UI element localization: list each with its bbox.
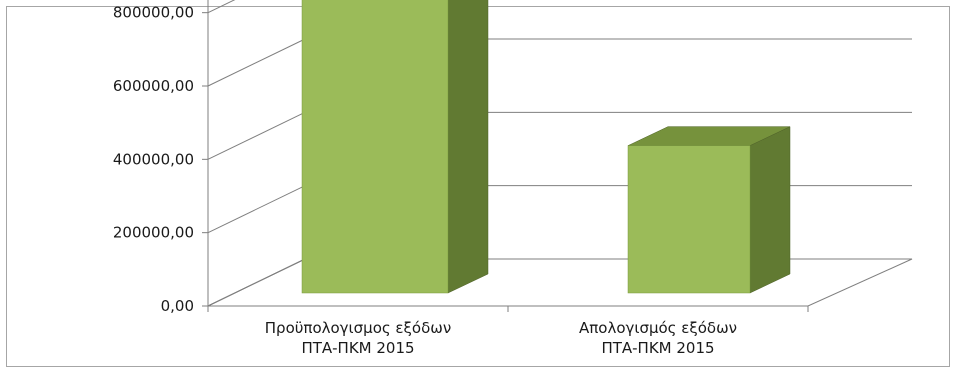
bars bbox=[301, 0, 791, 294]
y-tick-label: 800000,00 bbox=[113, 4, 194, 22]
y-tick-label: 600000,00 bbox=[113, 77, 194, 95]
bar-front bbox=[627, 145, 751, 294]
y-tick-label: 200000,00 bbox=[113, 224, 194, 242]
gridline-side bbox=[207, 0, 236, 14]
axes bbox=[202, 0, 809, 312]
y-tick-labels: 0,00 200000,00 400000,00 600000,00 800000,00… bbox=[113, 4, 194, 315]
x-category-label: Προϋπολογισμος εξόδων ΠΤΑ-ΠΚΜ 2015 bbox=[265, 319, 451, 357]
gridline-side bbox=[207, 111, 306, 160]
gridline-side bbox=[207, 258, 306, 307]
x-category-label-line: Προϋπολογισμος εξόδων bbox=[265, 319, 451, 337]
bar-front bbox=[301, 0, 449, 294]
bar bbox=[301, 0, 489, 294]
x-category-label-line: ΠΤΑ-ΠΚΜ 2015 bbox=[601, 339, 714, 357]
bar bbox=[627, 126, 791, 294]
x-category-label-line: ΠΤΑ-ΠΚΜ 2015 bbox=[301, 339, 414, 357]
bar-side bbox=[447, 0, 489, 294]
x-category-label: Απολογισμός εξόδων ΠΤΑ-ΠΚΜ 2015 bbox=[579, 319, 737, 357]
y-tick-label: 400000,00 bbox=[113, 150, 194, 168]
bar-side bbox=[749, 126, 791, 294]
gridline-side bbox=[207, 38, 306, 87]
gridline-side bbox=[207, 185, 306, 234]
x-category-label-line: Απολογισμός εξόδων bbox=[579, 319, 737, 337]
x-tick-labels: Προϋπολογισμος εξόδων ΠΤΑ-ΠΚΜ 2015Απολογι… bbox=[265, 319, 737, 357]
y-tick-label: 0,00 bbox=[161, 297, 194, 315]
